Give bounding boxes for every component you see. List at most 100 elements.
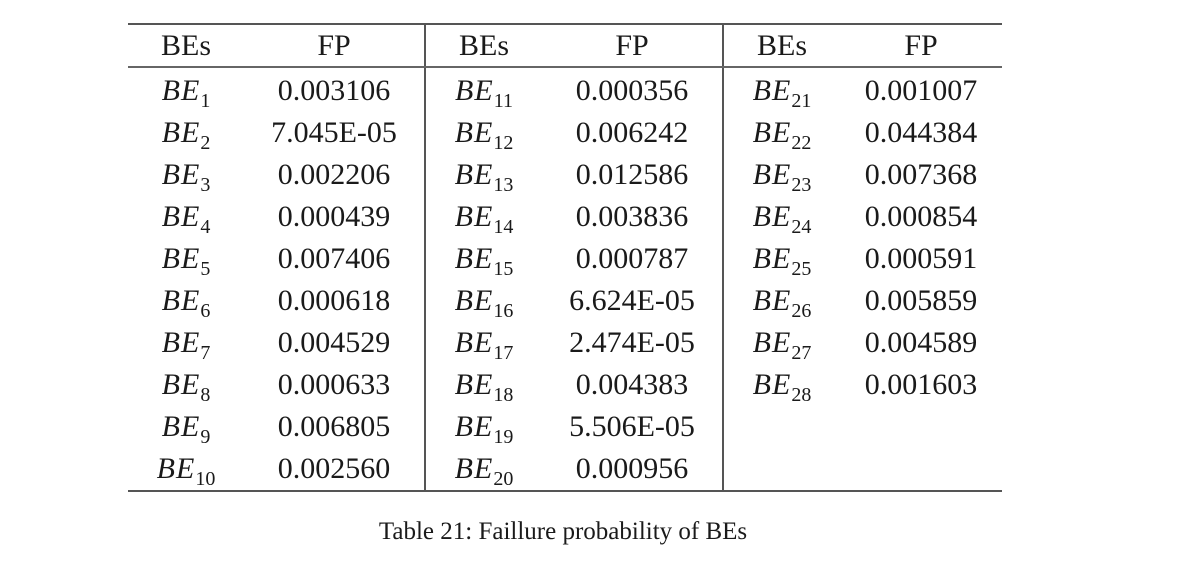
be-name: BE — [161, 284, 201, 317]
fp-cell: 0.000439 — [277, 200, 391, 233]
table-row: BE8 0.000633 BE18 0.004383 BE28 0.001603 — [128, 364, 1002, 406]
be-cell: BE22 — [722, 112, 840, 154]
table-row: BE1 0.003106 BE11 0.000356 BE21 0.001007 — [128, 67, 1002, 112]
fp-cell: 0.003106 — [277, 74, 391, 107]
fp-cell: 0.000618 — [277, 284, 391, 317]
be-cell: BE2 — [128, 112, 244, 154]
fp-cell: 0.006805 — [277, 410, 391, 443]
fp-cell: 7.045E-05 — [271, 116, 397, 149]
be-label: BE6 — [161, 284, 211, 321]
header-bes: BEs — [424, 24, 542, 68]
be-label: BE15 — [455, 242, 514, 279]
be-label: BE10 — [157, 452, 216, 489]
be-index: 9 — [200, 426, 211, 448]
be-index: 19 — [493, 426, 514, 448]
table-body: BE1 0.003106 BE11 0.000356 BE21 0.001007 BE2 7.… — [128, 67, 1002, 491]
be-index: 26 — [791, 300, 812, 322]
be-name: BE — [454, 284, 494, 317]
be-cell: BE25 — [722, 238, 840, 280]
be-cell: BE19 — [424, 406, 542, 448]
fp-cell: 0.003836 — [575, 200, 689, 233]
be-name: BE — [454, 200, 494, 233]
be-label: BE27 — [753, 326, 812, 363]
be-cell: BE4 — [128, 196, 244, 238]
table-row: BE3 0.002206 BE13 0.012586 BE23 0.007368 — [128, 154, 1002, 196]
fp-cell: 0.007368 — [864, 158, 978, 191]
be-index: 21 — [791, 90, 812, 112]
be-label: BE14 — [454, 200, 514, 237]
be-index: 14 — [493, 216, 514, 238]
be-label: BE11 — [455, 74, 513, 111]
be-name: BE — [161, 74, 201, 107]
be-index: 24 — [791, 216, 812, 238]
be-cell: BE12 — [424, 112, 542, 154]
failure-probability-table: BEs FP BEs FP BEs FP BE1 0.003106 BE11 0.00… — [128, 23, 1002, 492]
be-name: BE — [454, 116, 494, 149]
be-label: BE26 — [753, 284, 812, 321]
be-name: BE — [454, 410, 494, 443]
fp-cell: 0.000356 — [575, 74, 689, 107]
fp-cell: 0.000591 — [864, 242, 978, 275]
be-name: BE — [752, 200, 792, 233]
table-caption: Table 21: Faillure probability of BEs — [378, 518, 748, 545]
be-index: 4 — [200, 216, 211, 238]
table-row: BE6 0.000618 BE16 6.624E-05 BE26 0.005859 — [128, 280, 1002, 322]
be-label: BE17 — [454, 326, 514, 363]
fp-cell: 0.006242 — [575, 116, 689, 149]
be-label: BE4 — [161, 200, 211, 237]
be-label: BE24 — [752, 200, 812, 237]
be-index: 20 — [493, 468, 514, 490]
be-name: BE — [455, 74, 494, 107]
be-index: 2 — [200, 132, 211, 154]
be-cell: BE6 — [128, 280, 244, 322]
be-cell: BE14 — [424, 196, 542, 238]
be-name: BE — [161, 410, 201, 443]
be-cell: BE20 — [424, 448, 542, 491]
fp-cell: 0.044384 — [864, 116, 978, 149]
be-cell: BE5 — [128, 238, 244, 280]
be-cell: BE17 — [424, 322, 542, 364]
be-index: 8 — [200, 384, 211, 406]
be-label: BE3 — [162, 158, 211, 195]
be-name: BE — [752, 74, 792, 107]
fp-cell: 2.474E-05 — [569, 326, 695, 359]
be-cell: BE24 — [722, 196, 840, 238]
fp-cell: 0.005859 — [864, 284, 978, 317]
fp-cell: 0.000633 — [277, 368, 391, 401]
be-label: BE8 — [161, 368, 211, 405]
header-fp: FP — [542, 24, 723, 68]
fp-cell — [840, 448, 1002, 491]
be-label: BE12 — [454, 116, 514, 153]
be-index: 22 — [791, 132, 812, 154]
header-fp: FP — [244, 24, 425, 68]
be-name: BE — [752, 242, 792, 275]
be-label: BE2 — [162, 116, 211, 153]
be-label: BE9 — [161, 410, 211, 447]
be-index: 16 — [493, 300, 514, 322]
table-row: BE4 0.000439 BE14 0.003836 BE24 0.000854 — [128, 196, 1002, 238]
be-index: 28 — [791, 384, 812, 406]
fp-cell: 0.002560 — [277, 452, 391, 485]
fp-cell: 0.004589 — [864, 326, 978, 359]
be-label: BE18 — [455, 368, 514, 405]
be-index: 1 — [200, 90, 211, 112]
be-cell: BE13 — [424, 154, 542, 196]
be-name: BE — [752, 158, 792, 191]
fp-cell: 0.002206 — [277, 158, 391, 191]
fp-cell: 0.001603 — [864, 368, 978, 401]
be-cell: BE26 — [722, 280, 840, 322]
header-row: BEs FP BEs FP BEs FP — [128, 24, 1002, 68]
be-name: BE — [752, 116, 792, 149]
be-name: BE — [454, 326, 494, 359]
fp-cell: 6.624E-05 — [569, 284, 695, 317]
be-index: 18 — [493, 384, 514, 406]
be-name: BE — [161, 200, 201, 233]
be-index: 27 — [791, 342, 812, 364]
be-name: BE — [161, 368, 201, 401]
be-name: BE — [161, 326, 201, 359]
be-cell: BE21 — [722, 67, 840, 112]
be-cell: BE1 — [128, 67, 244, 112]
be-cell — [722, 448, 840, 491]
fp-cell: 0.004529 — [277, 326, 391, 359]
table-row: BE10 0.002560 BE20 0.000956 — [128, 448, 1002, 491]
